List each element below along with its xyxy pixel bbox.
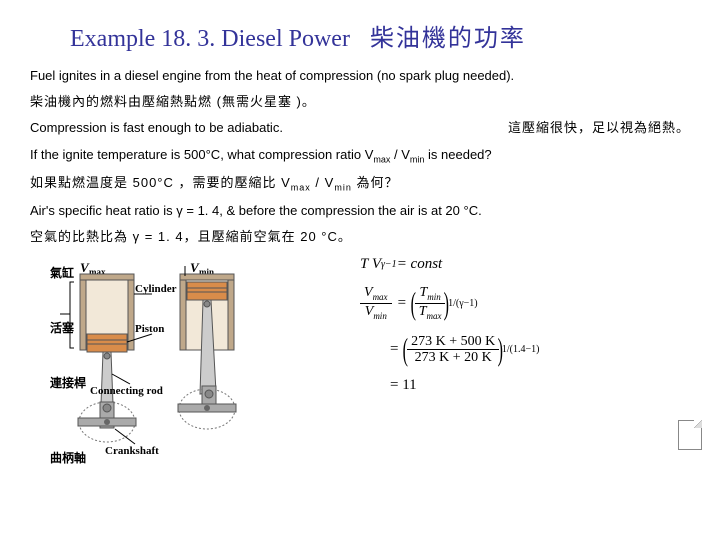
para-2: 柴油機內的燃料由壓縮熱點燃 (無需火星塞 )。 bbox=[30, 93, 690, 111]
svg-text:Cylinder: Cylinder bbox=[135, 283, 177, 295]
label-piston: 活塞 bbox=[50, 319, 86, 336]
eq-4: = 11 bbox=[360, 377, 690, 394]
label-rod: 連接桿 bbox=[50, 374, 86, 391]
page-title: Example 18. 3. Diesel Power 柴油機的功率 bbox=[30, 18, 690, 53]
para-3b: 這壓縮很快，足以視為絕熱。 bbox=[508, 119, 690, 137]
svg-text:Piston: Piston bbox=[135, 323, 164, 335]
title-zh: 柴油機的功率 bbox=[370, 26, 526, 52]
svg-text:Crankshaft: Crankshaft bbox=[105, 445, 159, 457]
eq-1: T Vγ−1 = const bbox=[360, 256, 690, 273]
title-en: Example 18. 3. Diesel Power bbox=[70, 26, 350, 52]
para-7: 空氣的比熱比為 γ = 1. 4，且壓縮前空氣在 20 °C。 bbox=[30, 228, 690, 246]
label-cylinder: 氣缸 bbox=[50, 264, 86, 281]
bottom-row: Vmax Vmin bbox=[30, 254, 690, 489]
para-6: Air's specific heat ratio is γ = 1. 4, &… bbox=[30, 202, 690, 220]
label-crank: 曲柄軸 bbox=[50, 449, 86, 466]
svg-text:Connecting rod: Connecting rod bbox=[90, 385, 163, 397]
para-3: Compression is fast enough to be adiabat… bbox=[30, 119, 690, 137]
eq-2: VmaxVmin = ( TminTmax ) 1/(γ−1) bbox=[360, 285, 690, 321]
para-3a: Compression is fast enough to be adiabat… bbox=[30, 119, 283, 137]
para-1: Fuel ignites in a diesel engine from the… bbox=[30, 67, 690, 85]
zh-labels: 氣缸 活塞 連接桿 曲柄軸 bbox=[50, 254, 86, 466]
page-fold-icon[interactable] bbox=[678, 420, 702, 450]
para-5: 如果點燃温度是 500°C ，需要的壓縮比 Vmax / Vmin 為何？ bbox=[30, 174, 690, 194]
eq-3: = ( 273 K + 500 K 273 K + 20 K ) 1/(1.4−… bbox=[360, 334, 690, 366]
engine-diagram: Vmax Vmin bbox=[30, 254, 310, 489]
para-4: If the ignite temperature is 500°C, what… bbox=[30, 146, 690, 166]
equations: T Vγ−1 = const VmaxVmin = ( TminTmax ) 1… bbox=[320, 254, 690, 489]
